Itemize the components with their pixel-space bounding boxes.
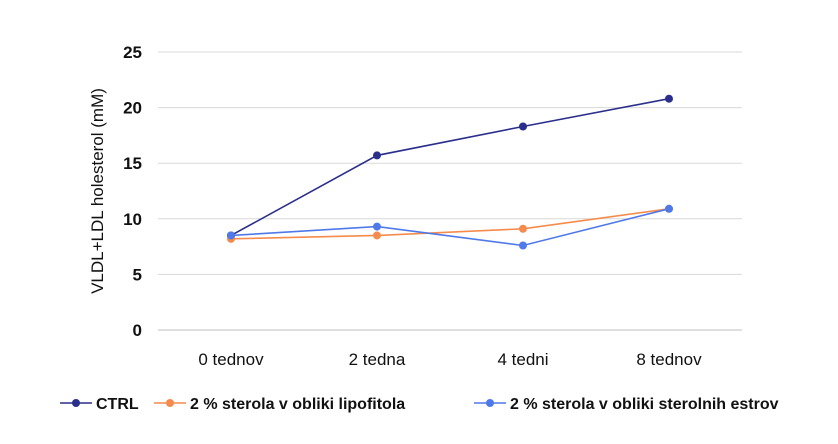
grid-lines [158, 51, 742, 275]
series-line [230, 207, 670, 240]
legend-label: 2 % sterola v obliki sterolnih estrov [510, 396, 779, 413]
data-point [373, 231, 381, 240]
x-tick-label: 8 tednov [636, 350, 702, 369]
legend: CTRL 2 % sterola v obliki lipofitola 2 % s… [60, 396, 779, 413]
legend-marker [72, 399, 80, 407]
legend-label: 2 % sterola v obliki lipofitola [190, 396, 405, 413]
legend-marker [486, 399, 494, 407]
series-line [230, 97, 670, 237]
data-point [519, 122, 527, 131]
data-point [373, 151, 381, 160]
y-tick-label: 20 [123, 99, 142, 118]
data-point [519, 241, 527, 250]
x-tick-label: 2 tedna [349, 350, 406, 369]
y-tick-label: 25 [123, 43, 142, 62]
y-tick-label: 5 [133, 265, 142, 284]
legend-item: 2 % sterola v obliki lipofitola [154, 396, 405, 413]
x-axis-ticks: 0 tednov 2 tedna 4 tedni 8 tednov [198, 350, 702, 369]
series-1 [227, 94, 673, 240]
x-tick-label: 0 tednov [198, 350, 264, 369]
data-point [373, 222, 381, 231]
data-point [227, 231, 235, 240]
series-line [230, 208, 670, 247]
data-point [665, 204, 673, 213]
legend-item: 2 % sterola v obliki sterolnih estrov [474, 396, 779, 413]
data-point [665, 94, 673, 103]
y-tick-label: 15 [123, 154, 142, 173]
legend-label: CTRL [96, 396, 139, 413]
data-point [519, 224, 527, 233]
y-tick-label: 10 [123, 210, 142, 229]
y-axis-label: VLDL+LDL holesterol (mM) [88, 88, 107, 294]
legend-marker [166, 399, 174, 407]
y-axis-ticks: 0 5 10 15 20 25 [123, 43, 142, 340]
series-layer [227, 94, 673, 250]
series-3 [227, 204, 673, 250]
y-tick-label: 0 [133, 321, 142, 340]
legend-item: CTRL [60, 396, 139, 413]
x-tick-label: 4 tedni [497, 350, 548, 369]
